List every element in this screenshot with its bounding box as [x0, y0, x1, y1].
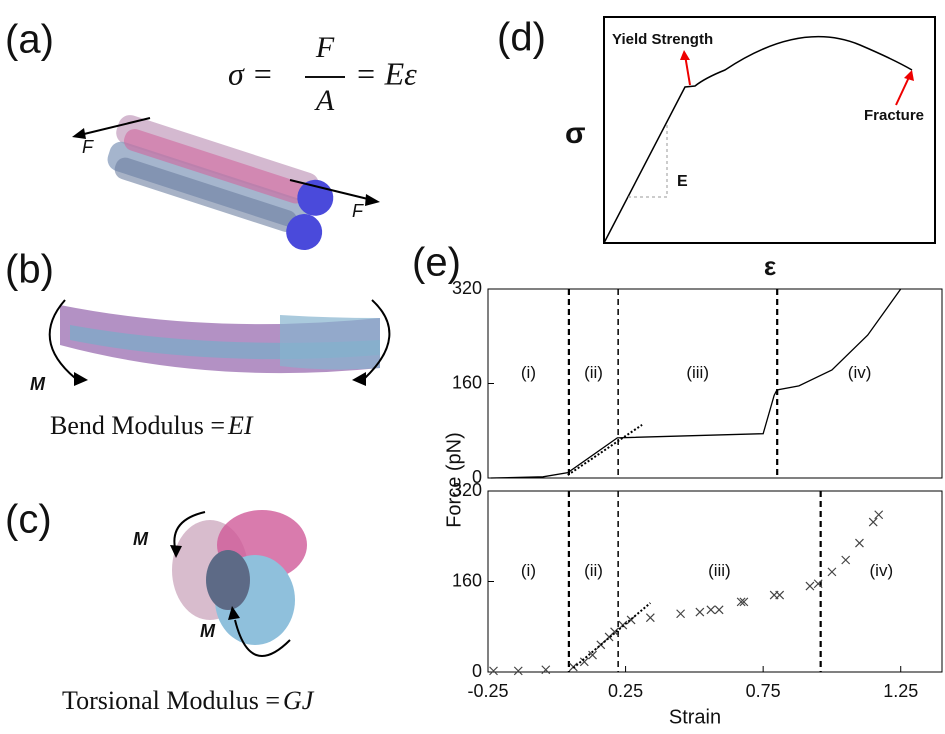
- formula-denominator: A: [314, 84, 335, 117]
- region-label: (iii): [708, 561, 731, 580]
- data-point: [676, 609, 686, 619]
- data-point: [489, 666, 498, 676]
- moment-arrow: [234, 619, 291, 657]
- data-point: [827, 567, 837, 577]
- axis-label: ε: [764, 251, 776, 281]
- plot-frame: [487, 288, 943, 479]
- data-point: [579, 657, 589, 667]
- data-point: [610, 627, 619, 637]
- arrow-head: [228, 606, 240, 620]
- data-point: [626, 615, 636, 625]
- data-point: [805, 581, 815, 591]
- region-label: (ii): [584, 561, 603, 580]
- x-axis-label: Strain: [669, 706, 721, 728]
- dna-bundle: [60, 305, 380, 374]
- caption: Bend Modulus =: [50, 411, 225, 440]
- dna-cross-section: [172, 510, 307, 645]
- y-tick-label: 0: [472, 467, 482, 487]
- arrow-head: [680, 50, 690, 60]
- y-tick-label: 160: [452, 570, 482, 590]
- data-point: [645, 613, 655, 623]
- slope-triangle: [628, 122, 668, 198]
- arrow-head: [72, 128, 86, 139]
- annotation: Fracture: [864, 107, 924, 124]
- moment-arrow: [364, 299, 391, 379]
- x-tick-label: 0.75: [746, 681, 781, 701]
- moment-arrow: [173, 511, 206, 549]
- x-tick-label: 0.25: [608, 681, 643, 701]
- data-point: [695, 607, 705, 617]
- arrow-head: [904, 70, 914, 81]
- data-point: [706, 605, 716, 615]
- data-point: [513, 666, 523, 676]
- caption-symbol: EI: [227, 411, 254, 440]
- panel-label: (a): [5, 18, 54, 62]
- panel-label: (e): [412, 241, 461, 285]
- moment-label: M: [200, 621, 216, 641]
- arrow-head: [352, 372, 366, 386]
- caption-symbol: GJ: [283, 686, 315, 715]
- axis-label: σ: [565, 117, 586, 150]
- arrow-head: [365, 194, 380, 206]
- y-axis-label: Force (pN): [443, 432, 465, 528]
- y-tick-label: 0: [472, 661, 482, 681]
- data-point: [868, 517, 878, 527]
- region-label: (i): [521, 363, 536, 382]
- formula-lhs: σ =: [228, 55, 273, 91]
- dna-bundle: [107, 115, 334, 251]
- formula-numerator: F: [315, 31, 335, 64]
- data-point: [541, 665, 551, 675]
- data-point: [736, 597, 746, 607]
- y-tick-label: 320: [452, 480, 482, 500]
- formula-rhs: = Eε: [355, 55, 417, 91]
- caption: Torsional Modulus =: [62, 686, 280, 715]
- fit-line: [572, 602, 651, 669]
- data-point: [813, 579, 823, 589]
- moment-label: M: [30, 374, 46, 394]
- x-tick-label: -0.25: [467, 681, 508, 701]
- x-tick-label: 1.25: [883, 681, 918, 701]
- stress-strain-curve: [603, 35, 913, 244]
- data-line: [490, 288, 902, 479]
- fit-line: [567, 424, 643, 476]
- panel-label: (c): [5, 498, 52, 542]
- arrow-head: [74, 372, 88, 386]
- moment-arrow: [48, 299, 76, 379]
- moment-label: M: [133, 529, 149, 549]
- data-point: [841, 555, 851, 565]
- plot-frame: [487, 490, 943, 673]
- panel-label: (b): [5, 248, 54, 292]
- panel-label: (d): [497, 16, 546, 60]
- y-tick-label: 160: [452, 372, 482, 392]
- data-point: [739, 597, 749, 607]
- annotation: E: [677, 173, 688, 190]
- force-label: F: [82, 137, 94, 157]
- region-label: (iv): [870, 561, 894, 580]
- force-arrow: [289, 179, 373, 201]
- annotation: Yield Strength: [612, 31, 713, 48]
- data-point: [714, 605, 724, 615]
- plot-frame: [603, 16, 936, 244]
- data-point: [588, 650, 597, 660]
- force-label: F: [352, 201, 364, 221]
- region-label: (iii): [686, 363, 709, 382]
- region-label: (iv): [848, 363, 872, 382]
- data-point: [855, 538, 864, 548]
- arrow-head: [170, 545, 182, 558]
- data-point: [775, 590, 785, 600]
- region-label: (i): [521, 561, 536, 580]
- data-point: [874, 510, 884, 520]
- region-label: (ii): [584, 363, 603, 382]
- pointer-arrow: [895, 74, 911, 106]
- y-tick-label: 320: [452, 278, 482, 298]
- force-arrow: [79, 117, 151, 136]
